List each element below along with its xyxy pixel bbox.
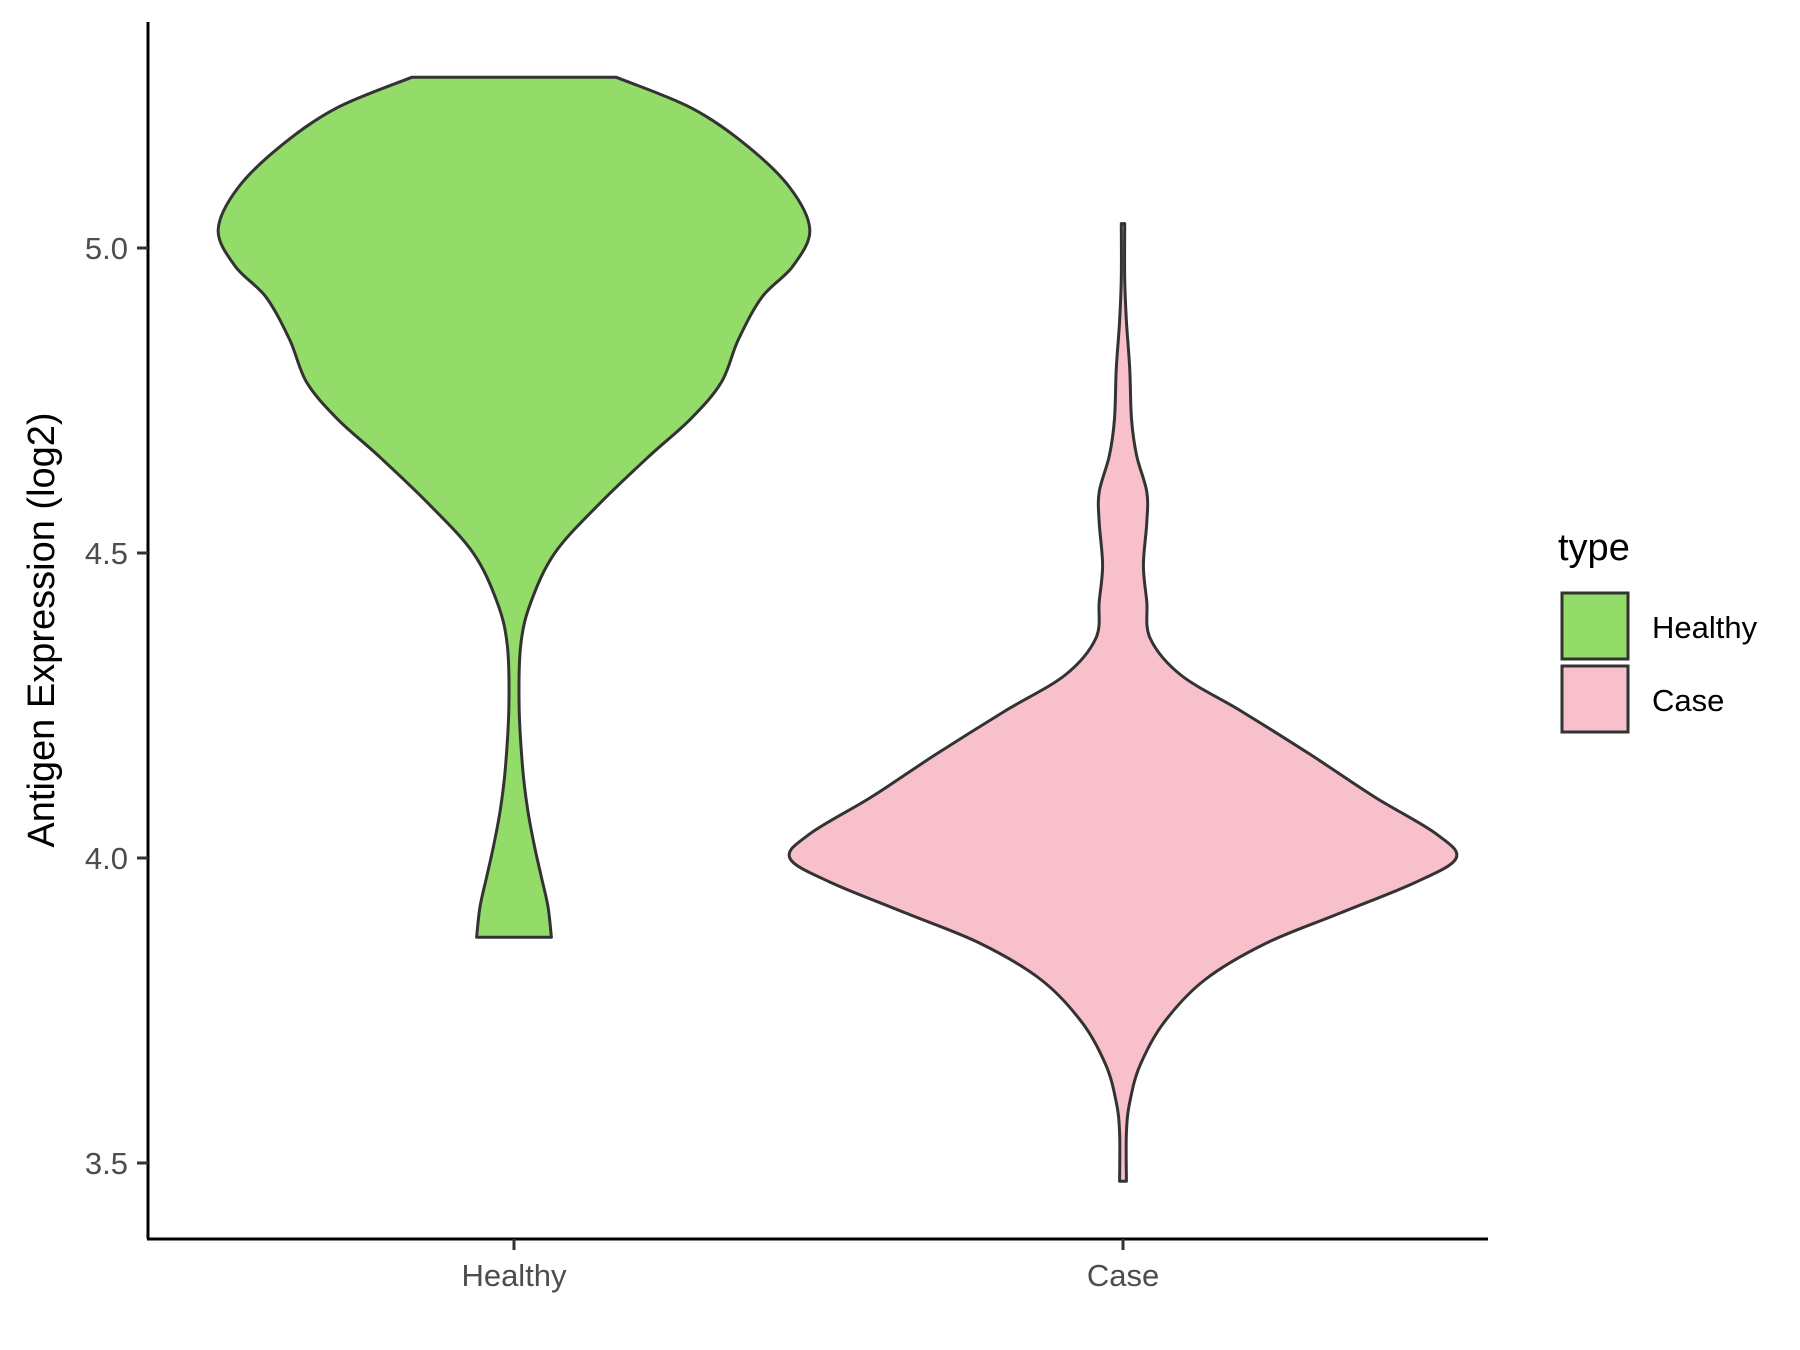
violins-layer [216,75,1459,1183]
x-ticks: Healthy Case [461,1239,1159,1293]
x-tick-label-healthy: Healthy [461,1258,567,1293]
y-tick-label: 5.0 [85,231,128,266]
legend-key-case [1560,664,1630,734]
legend: type Healthy Case [1558,527,1758,734]
y-tick-label: 3.5 [85,1146,128,1181]
x-tick-label-case: Case [1087,1258,1159,1293]
y-axis-title: Antigen Expression (log2) [21,412,63,847]
violin-case [787,222,1459,1183]
y-ticks: 3.5 4.0 4.5 5.0 [85,231,148,1181]
violin-healthy [216,75,812,939]
legend-key-healthy [1560,591,1630,661]
legend-title: type [1558,527,1630,569]
y-tick-label: 4.0 [85,841,128,876]
legend-label-healthy: Healthy [1652,610,1758,645]
legend-label-case: Case [1652,683,1724,718]
y-tick-label: 4.5 [85,536,128,571]
